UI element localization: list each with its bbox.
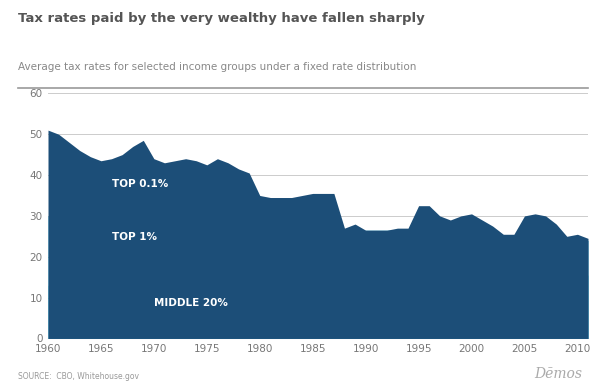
Text: TOP 1%: TOP 1% [112,232,157,242]
Text: Dēmos: Dēmos [534,367,582,381]
Text: SOURCE:  CBO, Whitehouse.gov: SOURCE: CBO, Whitehouse.gov [18,372,139,381]
Text: Tax rates paid by the very wealthy have fallen sharply: Tax rates paid by the very wealthy have … [18,12,425,25]
Text: MIDDLE 20%: MIDDLE 20% [154,298,228,308]
Text: Average tax rates for selected income groups under a fixed rate distribution: Average tax rates for selected income gr… [18,62,416,72]
Text: TOP 0.1%: TOP 0.1% [112,179,168,189]
